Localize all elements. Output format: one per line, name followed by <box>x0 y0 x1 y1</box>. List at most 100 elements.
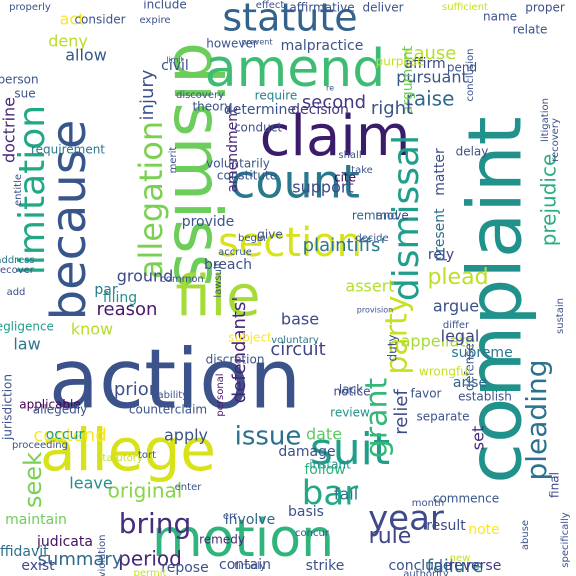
cloud-word: summary <box>38 549 123 570</box>
cloud-word: breach <box>204 257 252 273</box>
cloud-word: month <box>412 498 444 509</box>
cloud-word: review <box>330 406 370 420</box>
cloud-word: person <box>0 73 39 87</box>
cloud-word: original <box>108 479 183 503</box>
cloud-word: give <box>257 228 282 242</box>
cloud-word: separate <box>417 410 470 424</box>
cloud-word: conclusion <box>465 48 476 101</box>
cloud-word: remedy <box>199 533 245 547</box>
cloud-word: year <box>368 499 444 539</box>
cloud-word: contend <box>33 425 106 446</box>
cloud-word: include <box>143 0 186 12</box>
cloud-word: shall <box>338 150 361 161</box>
cloud-word: commence <box>433 492 499 506</box>
cloud-word: doctrine <box>0 97 19 163</box>
cloud-word: jurisdiction <box>1 374 15 441</box>
cloud-word: litigation <box>540 98 551 142</box>
cloud-word: bar <box>302 474 358 514</box>
cloud-word: civil <box>161 58 189 74</box>
cloud-word: violation <box>97 535 108 576</box>
cloud-word: address <box>0 255 35 266</box>
cloud-word: prior <box>114 379 157 400</box>
cloud-word: amend <box>205 39 385 99</box>
cloud-word: duty <box>386 334 400 361</box>
cloud-word: lawsuit <box>213 262 224 297</box>
cloud-word: deliver <box>362 1 403 15</box>
cloud-word: issue <box>235 422 302 452</box>
cloud-word: re <box>326 84 334 93</box>
cloud-word: seek <box>19 452 47 508</box>
cloud-word: pleading <box>520 359 553 480</box>
cloud-word: merit <box>168 147 179 174</box>
cloud-word: liability <box>152 390 188 401</box>
cloud-word: arise <box>453 375 487 391</box>
cloud-word: malpractice <box>281 38 364 54</box>
cloud-word: require <box>255 89 298 103</box>
cloud-word: filing <box>103 290 137 306</box>
cloud-word: proceeding <box>12 440 68 451</box>
cloud-word: conduct <box>234 121 282 135</box>
cloud-word: voluntarily <box>206 157 270 171</box>
cloud-word: accrue <box>218 247 252 258</box>
cloud-word: however <box>206 37 258 51</box>
cloud-word: circuit <box>270 339 325 360</box>
cloud-word: take <box>351 165 373 176</box>
cloud-word: plaintiffs' <box>303 235 386 256</box>
cloud-word: basis <box>288 504 324 520</box>
cloud-word: right <box>371 98 413 119</box>
cloud-word: decision <box>291 102 349 118</box>
cloud-word: file <box>175 264 260 329</box>
cloud-word: move <box>375 209 409 223</box>
cloud-word: allegedly <box>33 403 87 417</box>
cloud-word: determine <box>224 102 296 118</box>
cloud-word: prejudice <box>537 154 561 247</box>
cloud-word: dismiss <box>159 42 236 288</box>
cloud-word: counterclaim <box>129 403 207 417</box>
cloud-word: name <box>483 10 517 24</box>
cloud-word: section <box>218 220 362 266</box>
cloud-word: provision <box>357 306 393 315</box>
cloud-word: rely <box>428 247 454 263</box>
cloud-word: party <box>380 295 415 374</box>
cloud-word: fail <box>334 485 358 504</box>
cloud-word: decide <box>355 233 388 244</box>
cloud-word: limit <box>166 56 184 65</box>
cloud-word: follow <box>304 462 345 478</box>
cloud-word: differ <box>443 320 470 331</box>
cloud-word: appellate <box>401 332 476 351</box>
cloud-word: base <box>281 310 319 329</box>
cloud-word: limitation <box>12 105 53 275</box>
cloud-word: argument <box>400 45 416 114</box>
cloud-word: motion <box>152 509 334 569</box>
cloud-word: complaint <box>453 116 539 483</box>
cloud-word: relief <box>391 389 412 435</box>
cloud-word: permit <box>134 568 167 576</box>
cloud-word: expire <box>139 15 170 26</box>
cloud-word: personal <box>215 373 226 416</box>
cloud-word: pend <box>447 61 477 75</box>
cloud-word: negligence <box>0 320 54 334</box>
cloud-word: par <box>94 282 117 298</box>
cloud-word: statute <box>222 0 357 40</box>
cloud-word: dismissal <box>386 135 427 301</box>
cloud-word: relate <box>513 23 548 37</box>
cloud-word: subject <box>228 331 272 345</box>
cloud-word: err <box>223 511 238 522</box>
cloud-word: failure <box>427 556 484 576</box>
cloud-word: affirmative <box>289 1 354 15</box>
cloud-word: reason <box>97 299 158 320</box>
cloud-word: sufficient <box>442 2 488 13</box>
cloud-word: present <box>432 208 448 262</box>
cloud-word: strike <box>306 558 345 574</box>
cloud-word: provide <box>182 214 235 230</box>
cloud-word: know <box>71 320 113 339</box>
cloud-word: enter <box>175 482 203 493</box>
cloud-word: specifically <box>560 512 571 567</box>
cloud-word: conclude <box>388 558 451 574</box>
cloud-word: note <box>468 522 500 538</box>
cloud-word: establish <box>458 390 512 404</box>
cloud-word: effect <box>256 0 285 11</box>
cloud-word: apply <box>164 426 208 445</box>
